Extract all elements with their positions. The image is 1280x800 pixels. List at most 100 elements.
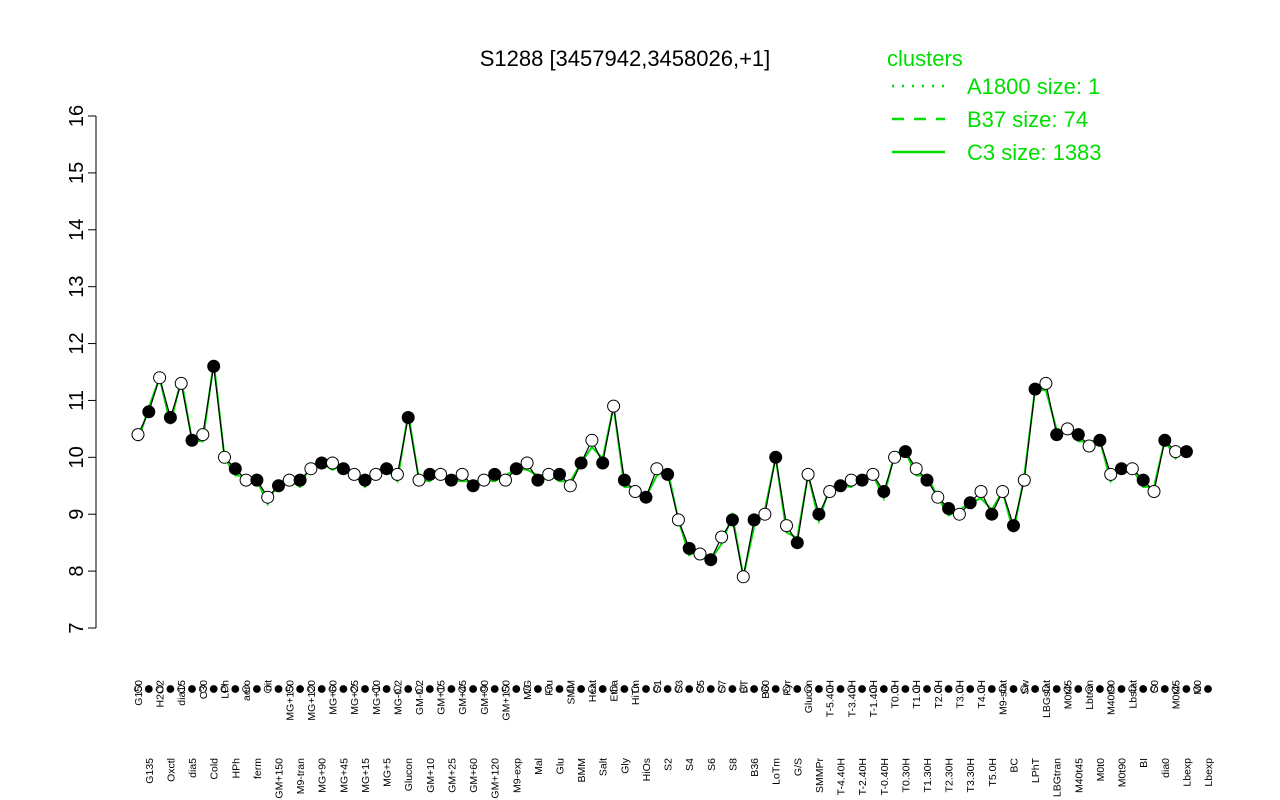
x-sample-marker (306, 685, 315, 693)
x-tick-label: M40t45 (1073, 758, 1085, 793)
data-point (877, 485, 891, 498)
x-tick-label: Glucon (803, 680, 815, 713)
data-point (1061, 422, 1074, 436)
data-point (228, 462, 242, 476)
data-point (574, 456, 588, 470)
data-point (347, 467, 361, 481)
x-tick-label: S6 (706, 758, 718, 771)
data-point (250, 473, 264, 487)
x-tick-label: T5.0H (987, 758, 999, 787)
x-tick-label: LBGtran (1052, 758, 1064, 797)
x-sample-marker (177, 685, 186, 693)
x-sample-marker (631, 685, 640, 693)
x-tick-label: T0.30H (900, 758, 912, 792)
x-sample-marker (847, 685, 856, 693)
x-tick-label: MG+45 (338, 758, 350, 793)
x-sample-marker (1193, 685, 1202, 693)
x-tick-label: MG+120 (306, 680, 318, 721)
x-tick-label: T2.0H (933, 680, 945, 709)
y-axis: 7 8 9 10 11 12 13 14 15 16 (66, 105, 97, 634)
data-point (682, 541, 696, 555)
y-tick-label: 9 (66, 509, 88, 520)
x-sample-marker (1096, 685, 1104, 693)
x-tick-label: S3 (673, 680, 685, 693)
x-sample-marker (188, 685, 196, 693)
x-tick-label: G135 (144, 758, 156, 784)
x-sample-marker (350, 685, 359, 693)
x-sample-marker (1150, 685, 1158, 693)
x-tick-label: S0 (1149, 680, 1161, 693)
x-tick-label: SMMPr (814, 758, 826, 794)
x-sample-marker (1139, 685, 1148, 693)
x-sample-marker (415, 685, 423, 693)
data-point (466, 479, 480, 493)
x-sample-marker (1020, 685, 1029, 693)
data-point (207, 359, 221, 373)
x-sample-marker (447, 685, 456, 693)
data-point (563, 479, 577, 493)
data-point (790, 536, 804, 550)
x-tick-label: Lbexp (1181, 758, 1193, 787)
data-point (596, 456, 610, 470)
x-sample-marker (620, 685, 629, 693)
x-tick-label: G150 (133, 680, 145, 706)
data-point (499, 473, 512, 487)
chart-title: S1288 [3457942,3458026,+1] (480, 46, 771, 71)
x-tick-label: T-1.40H (868, 680, 880, 717)
x-tick-label: MG+10 (371, 680, 383, 715)
x-sample-marker (490, 685, 499, 693)
x-tick-label: GM+45 (457, 680, 469, 715)
x-sample-marker (144, 685, 153, 693)
data-point (909, 462, 923, 476)
x-tick-label: T-3.40H (846, 680, 858, 717)
data-point (704, 553, 718, 567)
data-point (401, 411, 415, 424)
x-sample-marker (815, 685, 823, 693)
x-tick-label: GM+120 (490, 758, 502, 799)
x-tick-label: C30 (198, 680, 210, 699)
x-sample-marker (242, 685, 251, 693)
data-point (650, 462, 664, 476)
x-sample-marker (1160, 685, 1169, 693)
x-tick-label: T-4.40H (836, 758, 848, 795)
x-tick-label: GM+60 (468, 758, 480, 793)
data-point (1169, 445, 1183, 459)
data-point (1050, 428, 1064, 442)
x-tick-label: B36 (749, 758, 761, 777)
x-tick-label: BT (738, 679, 750, 693)
data-point (823, 485, 837, 498)
x-sample-marker (663, 685, 672, 693)
x-tick-label: HPh (230, 758, 242, 779)
x-tick-label: HiOs (641, 758, 653, 781)
x-tick-label: T4.0H (976, 680, 988, 709)
legend-entries: A1800 size: 1 B37 size: 74 C3 size: 1383 (892, 74, 1102, 165)
data-point (617, 473, 631, 487)
x-tick-label: M0t0 (1095, 758, 1107, 782)
x-sample-marker (761, 685, 769, 693)
data-point (963, 496, 977, 510)
x-sample-marker (134, 685, 142, 693)
x-sample-marker (674, 685, 683, 693)
data-point (131, 428, 145, 442)
x-tick-label: M9-exp (511, 758, 523, 793)
x-sample-marker (512, 685, 521, 693)
data-point (1028, 382, 1042, 396)
x-sample-marker (933, 685, 942, 693)
data-point (855, 473, 869, 487)
data-point (639, 490, 653, 504)
x-sample-marker (825, 685, 834, 693)
data-point (607, 399, 621, 413)
x-tick-label: M40t90 (1106, 680, 1118, 715)
x-tick-label: HiTm (630, 680, 642, 705)
data-point (1136, 473, 1150, 487)
x-sample-marker (252, 685, 261, 693)
x-sample-marker (166, 685, 175, 693)
data-point (390, 467, 404, 481)
x-sample-marker (879, 685, 888, 693)
data-point (1125, 462, 1139, 476)
x-tick-label: GM+10 (425, 758, 437, 793)
x-sample-marker (782, 685, 791, 693)
x-sample-marker (728, 685, 737, 693)
x-tick-label: S1 (652, 680, 664, 693)
x-sample-marker (588, 685, 596, 693)
